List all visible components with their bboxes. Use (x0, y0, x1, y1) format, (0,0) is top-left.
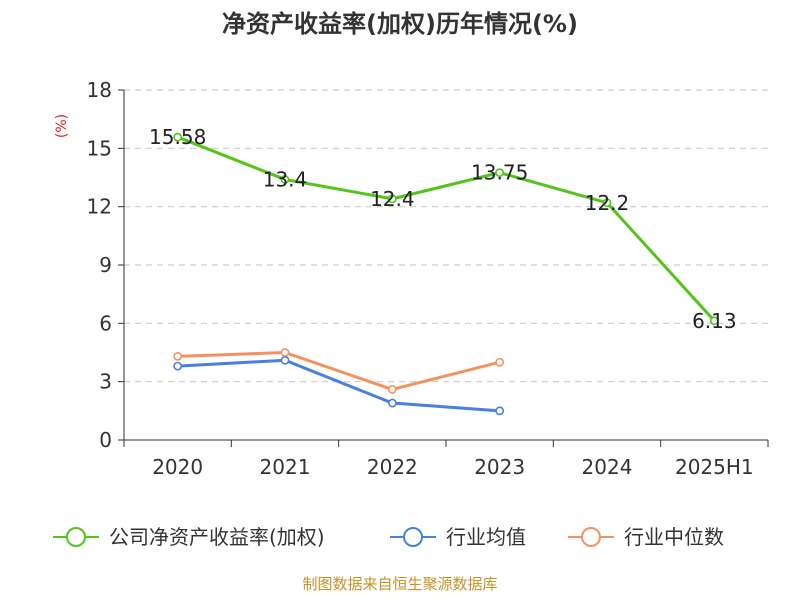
data-point (495, 168, 505, 178)
data-point (602, 198, 612, 208)
y-tick-label: 3 (99, 370, 112, 394)
y-tick-label: 18 (87, 78, 112, 102)
legend-label: 行业均值 (446, 525, 526, 549)
data-point (387, 194, 397, 204)
data-point (173, 351, 183, 361)
y-axis-label: (%) (54, 114, 70, 138)
legend-item-2: 行业中位数 (568, 525, 724, 549)
legend-label: 行业中位数 (624, 525, 724, 549)
x-tick-label: 2025H1 (675, 455, 754, 479)
source-note: 制图数据来自恒生聚源数据库 (302, 575, 497, 593)
data-point (709, 316, 719, 326)
data-label: 15.58 (149, 125, 206, 149)
data-point (280, 175, 290, 184)
data-point (280, 348, 290, 357)
series-lines (173, 132, 719, 416)
data-label: 12.2 (585, 191, 630, 215)
data-point (495, 406, 505, 416)
legend-marker (403, 527, 423, 547)
axes: 0 3 6 9 12 15 18 2020 2021 2022 2023 2024 2025H1 (87, 78, 769, 479)
y-tick-label: 9 (99, 253, 112, 277)
legend-item-1: 行业均值 (390, 525, 526, 549)
gridlines (124, 89, 768, 383)
data-point (387, 385, 397, 394)
data-point (173, 361, 183, 371)
y-tick-label: 15 (87, 136, 112, 160)
data-point (495, 357, 505, 367)
data-label: 13.75 (471, 161, 528, 185)
legend: 公司净资产收益率(加权) 行业均值 行业中位数 (53, 525, 724, 549)
data-label: 12.4 (370, 187, 415, 211)
x-tick-label: 2020 (152, 455, 203, 479)
x-tick-label: 2023 (474, 455, 525, 479)
legend-marker (581, 527, 601, 547)
y-tick-label: 6 (99, 311, 112, 335)
legend-label: 公司净资产收益率(加权) (109, 525, 325, 549)
data-label: 6.13 (692, 309, 737, 333)
data-point (173, 132, 183, 142)
data-label: 13.4 (263, 167, 308, 191)
x-tick-label: 2024 (582, 455, 633, 479)
y-tick-label: 12 (87, 195, 112, 219)
legend-item-0: 公司净资产收益率(加权) (53, 525, 325, 549)
chart-title: 净资产收益率(加权)历年情况(%) (222, 10, 578, 38)
series-line-0 (177, 135, 716, 322)
x-tick-label: 2022 (367, 455, 418, 479)
series-line-2 (177, 351, 501, 391)
series-line-1 (177, 358, 500, 413)
data-point (387, 398, 397, 408)
data-labels: 15.58 13.4 12.4 13.75 12.2 6.13 (149, 125, 737, 333)
legend-marker (66, 527, 86, 547)
x-tick-label: 2021 (260, 455, 311, 479)
data-point (280, 355, 290, 365)
y-tick-label: 0 (99, 428, 112, 452)
